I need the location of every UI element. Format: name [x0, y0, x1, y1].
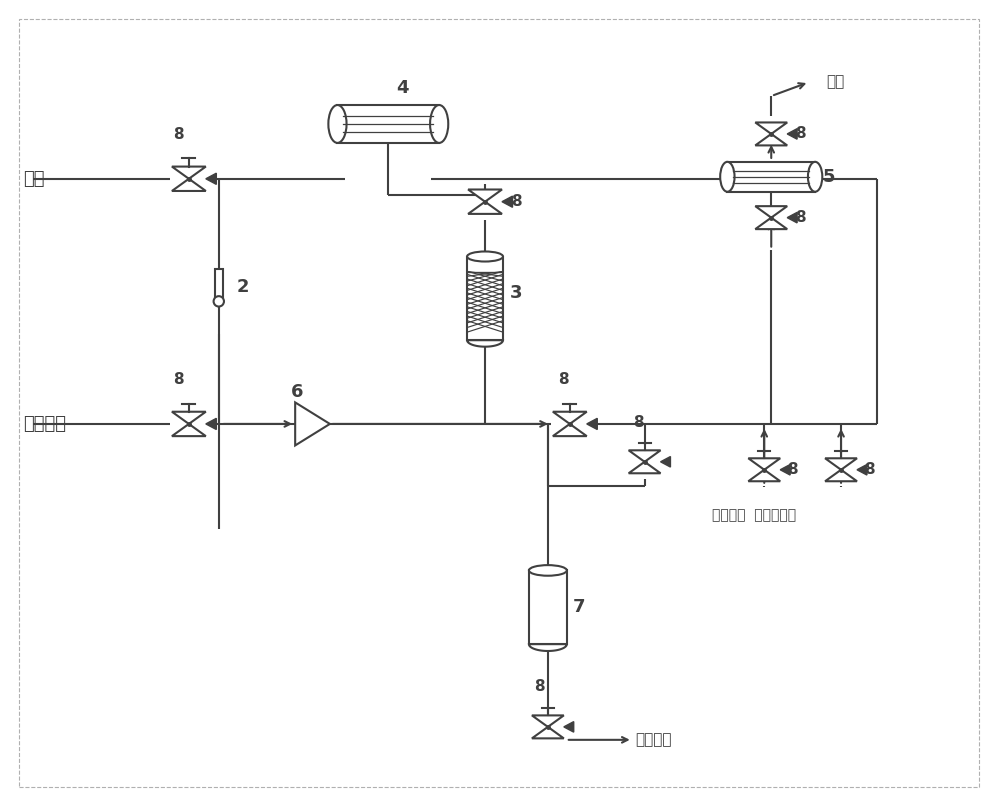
Polygon shape [564, 721, 574, 732]
Polygon shape [787, 212, 797, 223]
Polygon shape [532, 727, 564, 738]
Bar [467, 272, 503, 332]
Ellipse shape [808, 162, 822, 192]
Polygon shape [825, 459, 857, 470]
Text: 8: 8 [864, 463, 875, 477]
Polygon shape [172, 167, 206, 179]
Ellipse shape [467, 251, 503, 261]
Polygon shape [587, 418, 597, 430]
Polygon shape [553, 412, 587, 424]
Text: 污水处理: 污水处理 [636, 733, 672, 747]
Polygon shape [172, 412, 206, 424]
Text: 7: 7 [573, 598, 585, 617]
Polygon shape [502, 196, 513, 207]
Text: 2: 2 [237, 278, 249, 297]
Text: 含硫氢气  氮气或液氮: 含硫氢气 氮气或液氮 [712, 509, 796, 522]
Bar [727, 162, 815, 192]
Text: 低压蒸汽: 低压蒸汽 [23, 415, 66, 433]
Text: 8: 8 [559, 372, 569, 387]
Polygon shape [755, 206, 787, 218]
Bar [215, 269, 223, 297]
Circle shape [214, 296, 224, 306]
Polygon shape [629, 462, 661, 473]
Text: 8: 8 [795, 210, 806, 225]
Polygon shape [755, 218, 787, 229]
Polygon shape [468, 189, 502, 202]
Ellipse shape [529, 565, 567, 575]
Text: 4: 4 [396, 79, 409, 97]
Polygon shape [661, 456, 670, 467]
Polygon shape [780, 464, 790, 475]
Text: 8: 8 [633, 415, 644, 430]
Polygon shape [468, 202, 502, 214]
Text: 3: 3 [510, 285, 522, 302]
Polygon shape [529, 644, 567, 651]
Polygon shape [755, 123, 787, 134]
Text: 5: 5 [823, 168, 836, 185]
Text: 8: 8 [795, 127, 806, 141]
Ellipse shape [430, 105, 448, 143]
Polygon shape [748, 459, 780, 470]
Polygon shape [825, 470, 857, 481]
Polygon shape [172, 424, 206, 436]
Polygon shape [206, 173, 216, 185]
Text: 8: 8 [535, 679, 545, 694]
Ellipse shape [720, 162, 735, 192]
Polygon shape [532, 716, 564, 727]
Text: 8: 8 [174, 127, 184, 142]
Text: 8: 8 [511, 194, 522, 210]
Polygon shape [467, 340, 503, 347]
Bar [467, 256, 503, 340]
Text: 8: 8 [787, 463, 798, 477]
Polygon shape [172, 179, 206, 191]
Polygon shape [787, 129, 797, 139]
Polygon shape [553, 424, 587, 436]
Polygon shape [755, 134, 787, 145]
Text: 放空: 放空 [826, 75, 844, 89]
Polygon shape [748, 470, 780, 481]
Text: 6: 6 [291, 383, 304, 401]
Ellipse shape [328, 105, 347, 143]
Polygon shape [206, 418, 216, 430]
Text: 空气: 空气 [23, 170, 45, 188]
Polygon shape [857, 464, 867, 475]
Bar [337, 105, 439, 143]
Polygon shape [295, 402, 330, 446]
Text: 8: 8 [174, 372, 184, 387]
Bar [529, 571, 567, 644]
Polygon shape [629, 451, 661, 462]
